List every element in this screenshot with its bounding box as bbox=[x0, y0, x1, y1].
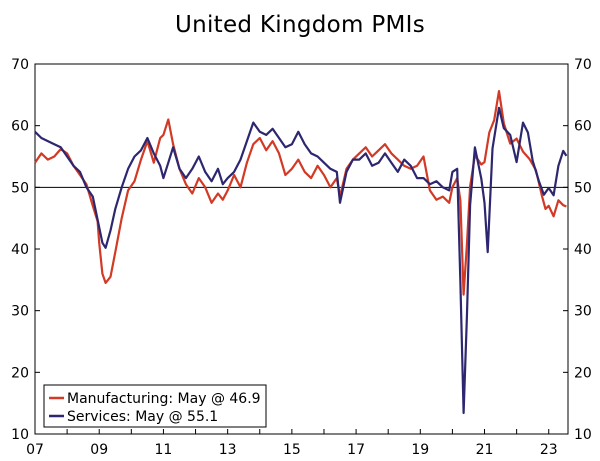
y-tick-label-right: 70 bbox=[574, 57, 592, 73]
y-tick-label-left: 50 bbox=[11, 180, 29, 196]
y-tick-label-left: 40 bbox=[11, 242, 29, 258]
x-tick-label: 13 bbox=[219, 442, 237, 458]
series-line-services bbox=[34, 106, 568, 415]
y-tick-label-right: 30 bbox=[574, 304, 592, 320]
y-tick-label-left: 30 bbox=[11, 304, 29, 320]
x-tick-label: 11 bbox=[155, 442, 173, 458]
x-tick-label: 21 bbox=[476, 442, 494, 458]
legend-box bbox=[43, 384, 267, 428]
x-tick-label: 17 bbox=[347, 442, 365, 458]
legend-label: Services: May @ 55.1 bbox=[67, 409, 218, 425]
y-tick-label-left: 20 bbox=[11, 365, 29, 381]
y-tick-label-right: 50 bbox=[574, 180, 592, 196]
y-tick-label-right: 20 bbox=[574, 365, 592, 381]
x-tick-label: 19 bbox=[411, 442, 429, 458]
y-tick-label-right: 40 bbox=[574, 242, 592, 258]
chart-title: United Kingdom PMIs bbox=[174, 12, 426, 38]
y-tick-label-right: 10 bbox=[574, 427, 592, 443]
x-tick-label: 23 bbox=[540, 442, 558, 458]
x-tick-label: 07 bbox=[26, 442, 44, 458]
y-tick-label-left: 10 bbox=[11, 427, 29, 443]
y-tick-label-left: 70 bbox=[11, 57, 29, 73]
y-tick-label-left: 60 bbox=[11, 119, 29, 135]
series-line-manufacturing bbox=[34, 90, 567, 296]
y-tick-label-right: 60 bbox=[574, 119, 592, 135]
x-tick-label: 15 bbox=[283, 442, 301, 458]
legend-label: Manufacturing: May @ 46.9 bbox=[67, 391, 261, 407]
x-tick-label: 09 bbox=[90, 442, 108, 458]
